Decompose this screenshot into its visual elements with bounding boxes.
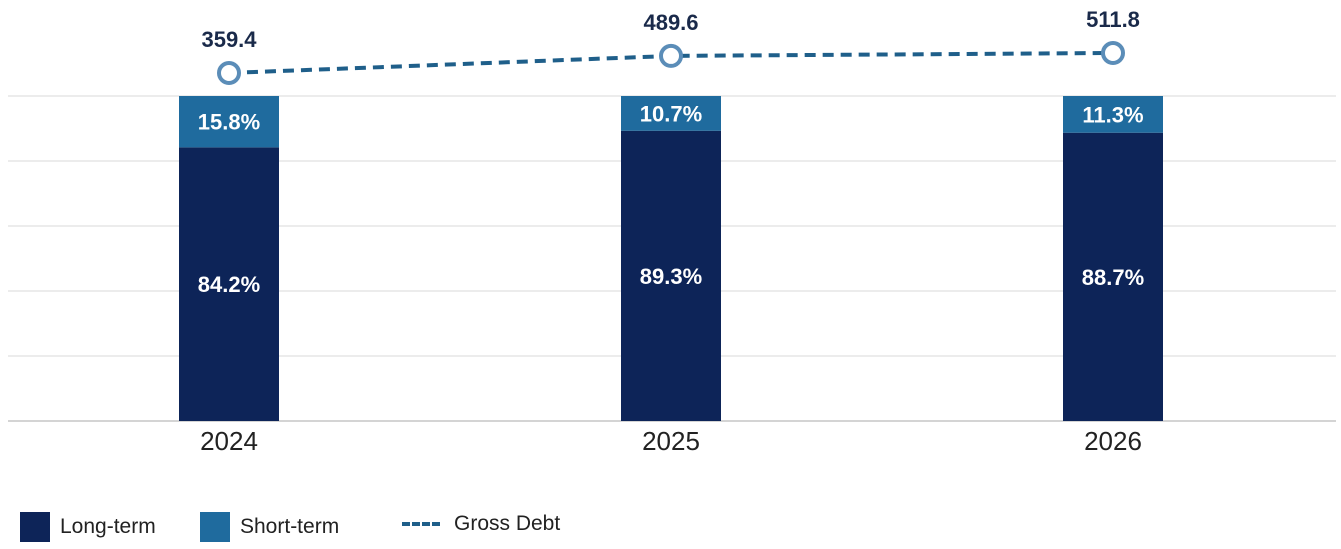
gross-debt-label-2026: 511.8: [1086, 7, 1140, 32]
bar-short-term-2026: [1063, 96, 1163, 133]
bar-long-term-2026: [1063, 132, 1163, 421]
bar-long-term-2024: [179, 147, 279, 421]
data-label-short-term-2026: 11.3%: [1082, 102, 1143, 127]
data-label-long-term-2025: 89.3%: [640, 264, 702, 289]
bar-short-term-2024: [179, 96, 279, 148]
gross-debt-label-2025: 489.6: [643, 10, 698, 35]
x-tick-label-2024: 2024: [200, 426, 258, 456]
x-tick-label-2025: 2025: [642, 426, 700, 456]
legend-swatch-short-term: [200, 512, 230, 542]
bar-long-term-2025: [621, 130, 721, 421]
data-label-long-term-2026: 88.7%: [1082, 265, 1144, 290]
legend-item-long-term: Long-term: [20, 512, 156, 542]
gross-debt-point-2026: [1101, 41, 1125, 65]
legend-item-short-term: Short-term: [200, 512, 339, 542]
bar-short-term-2025: [621, 96, 721, 131]
legend-label-long-term: Long-term: [60, 515, 156, 538]
data-label-short-term-2025: 10.7%: [640, 101, 702, 126]
data-label-long-term-2024: 84.2%: [198, 272, 260, 297]
legend-swatch-gross-debt: [402, 522, 440, 526]
legend-swatch-long-term: [20, 512, 50, 542]
legend-label-gross-debt: Gross Debt: [454, 512, 561, 535]
gross-debt-point-2025: [659, 43, 683, 68]
legend-item-gross-debt: Gross Debt: [402, 512, 560, 536]
data-label-short-term-2024: 15.8%: [198, 110, 260, 135]
gross-debt-label-2024: 359.4: [201, 27, 257, 52]
legend-label-short-term: Short-term: [240, 515, 340, 538]
x-tick-label-2026: 2026: [1084, 426, 1142, 456]
gross-debt-point-2024: [217, 61, 241, 85]
